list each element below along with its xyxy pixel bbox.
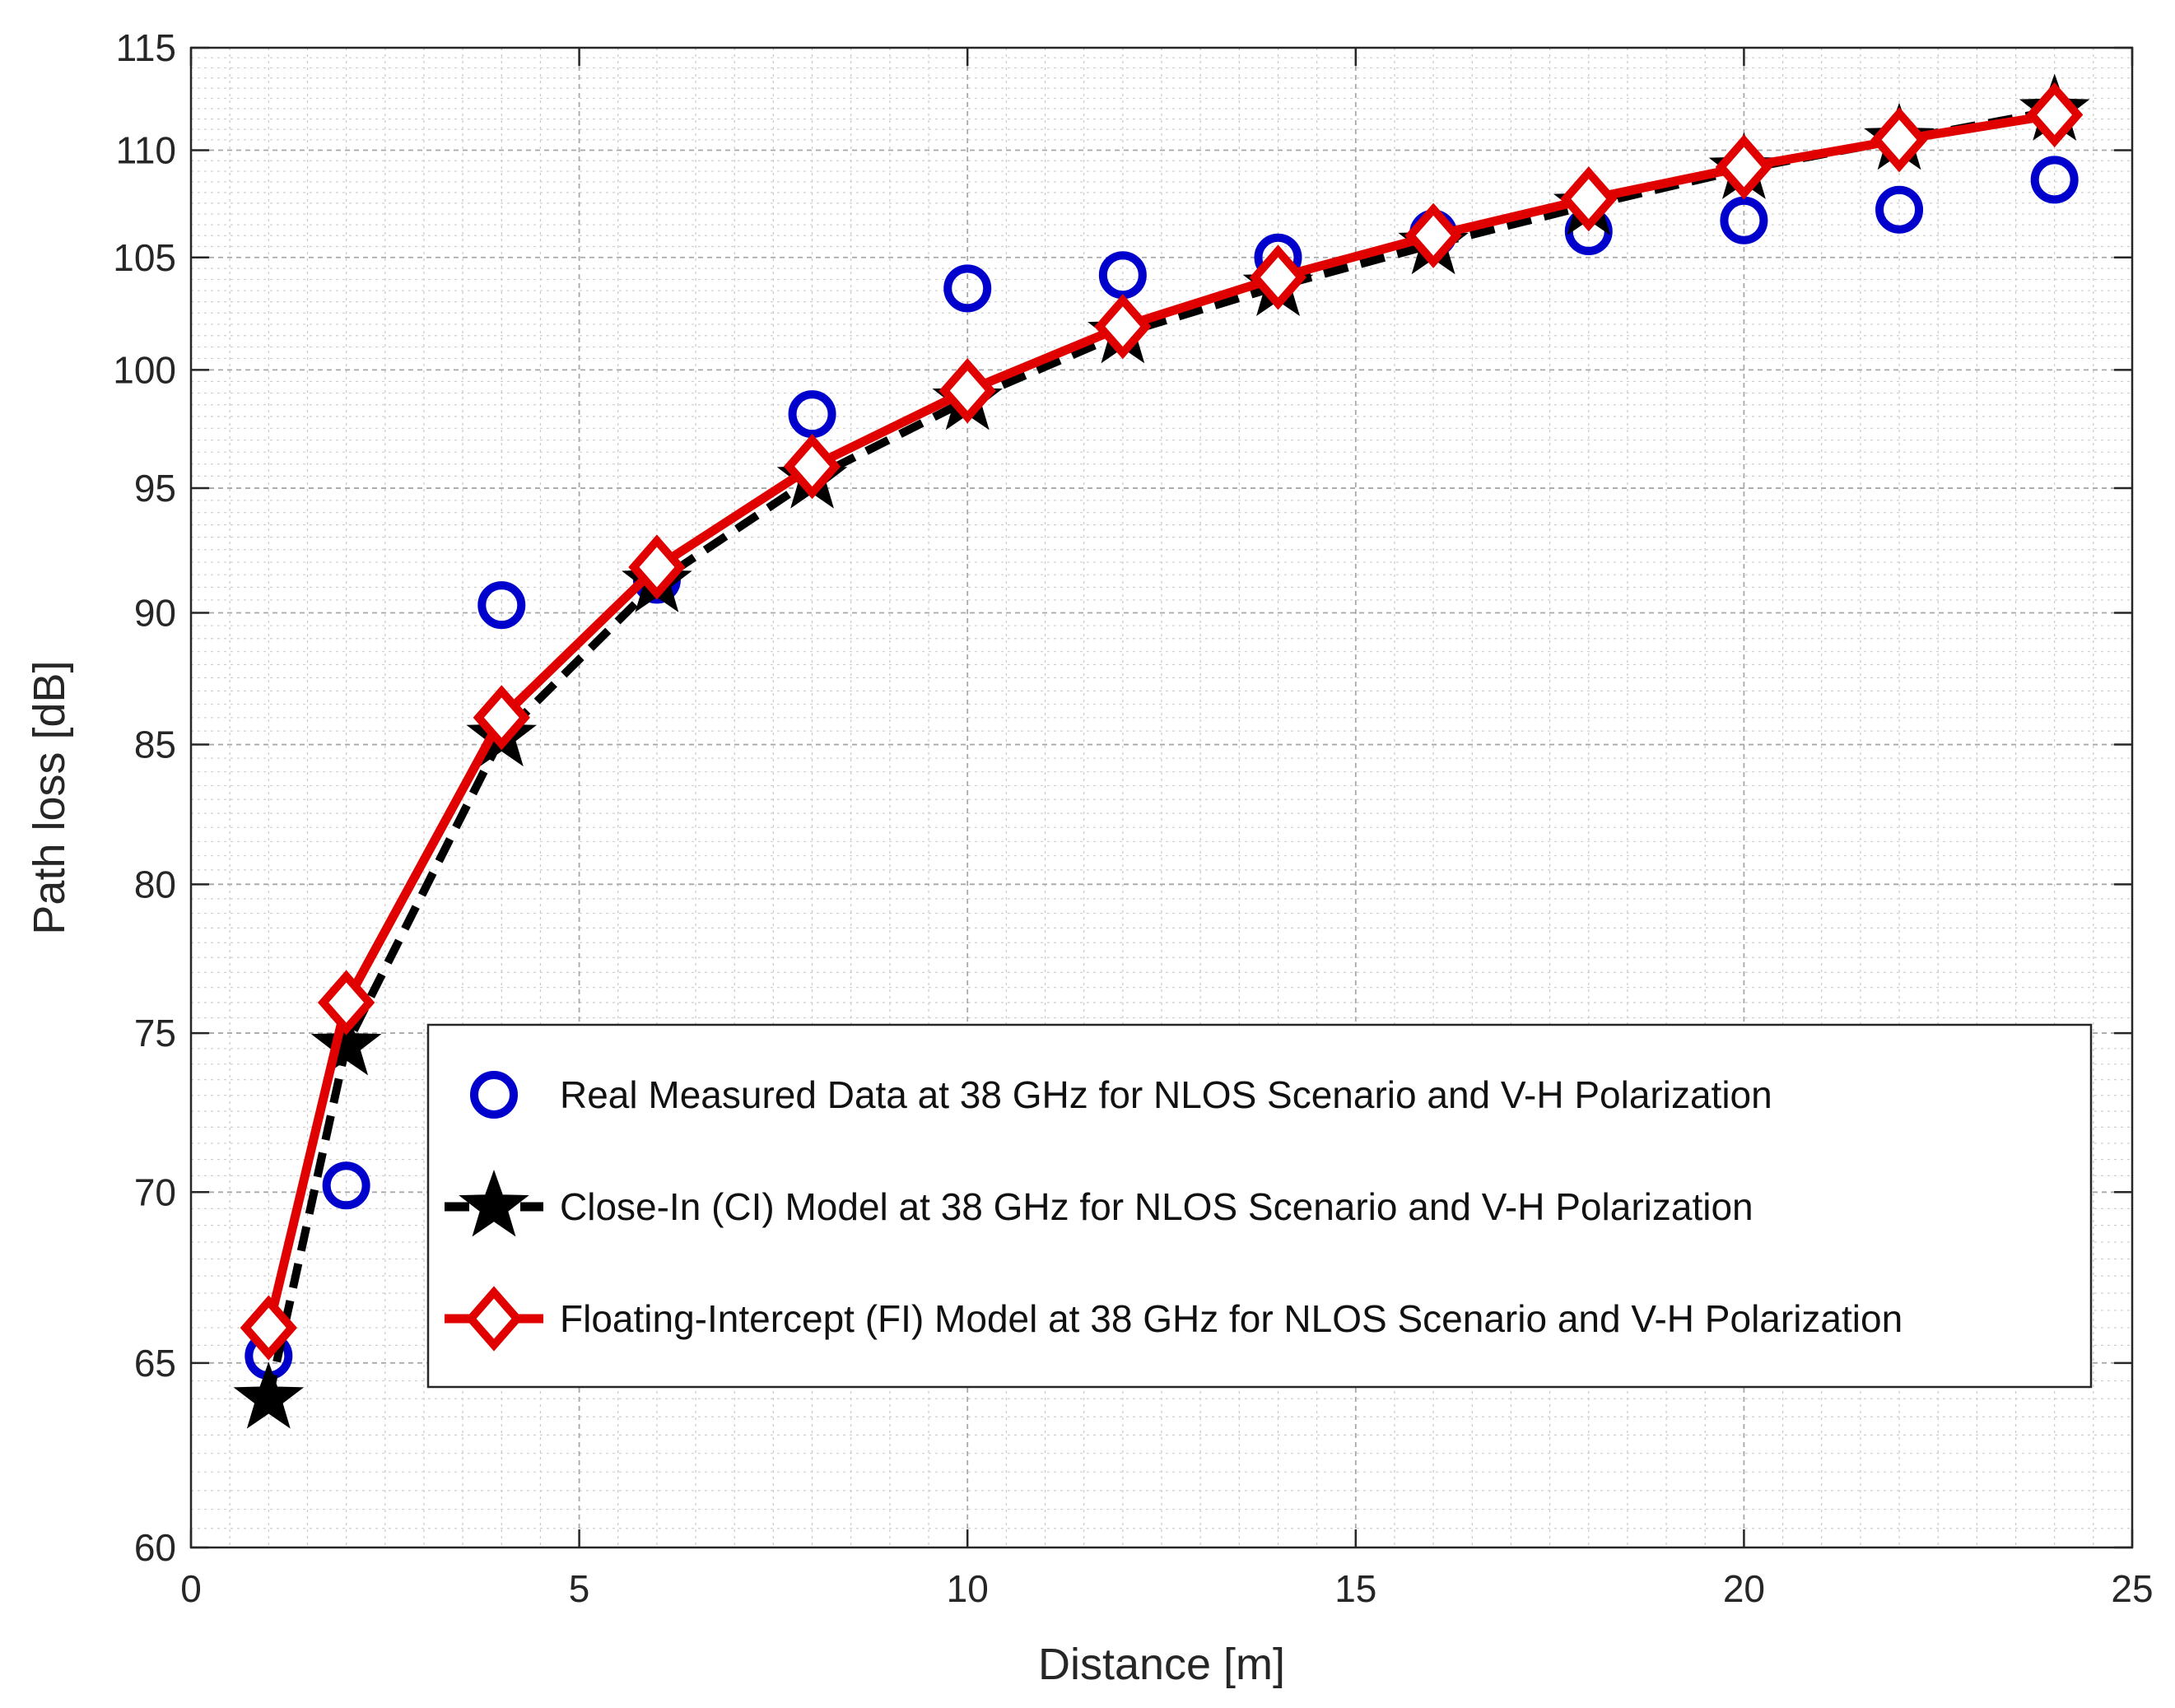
legend: Real Measured Data at 38 GHz for NLOS Sc… [426, 1023, 2093, 1389]
y-tick-label: 90 [134, 591, 176, 634]
axis-ticks [189, 46, 2134, 1549]
x-tick-label: 10 [947, 1567, 989, 1610]
data-point-circle [477, 581, 526, 630]
data-point-diamond [317, 970, 375, 1036]
data-point-diamond [473, 685, 530, 751]
x-tick-label: 5 [569, 1567, 590, 1610]
y-tick-label: 85 [134, 724, 176, 766]
y-tick-label: 95 [134, 467, 176, 510]
legend-label: Real Measured Data at 38 GHz for NLOS Sc… [560, 1073, 1772, 1116]
x-tick-label: 0 [180, 1567, 202, 1610]
data-point-diamond [1249, 244, 1307, 310]
legend-entry-diamond: Floating-Intercept (FI) Model at 38 GHz … [445, 1286, 1903, 1352]
y-tick-label: 70 [134, 1170, 176, 1213]
data-point-diamond [240, 1295, 297, 1361]
data-point-star [310, 1008, 382, 1076]
legend-entry-circle: Real Measured Data at 38 GHz for NLOS Sc… [470, 1071, 1772, 1119]
y-tick-label: 80 [134, 863, 176, 905]
y-tick-label: 110 [116, 128, 176, 171]
data-point-diamond [1094, 294, 1152, 360]
data-point-star [233, 1361, 305, 1429]
y-tick-label: 115 [116, 26, 176, 69]
legend-marker-diamond [465, 1286, 523, 1352]
legend-marker-circle [470, 1071, 518, 1119]
data-point-circle [1720, 196, 1768, 244]
data-point-diamond [1715, 134, 1773, 200]
y-tick-label: 100 [113, 348, 176, 391]
data-point-circle [1875, 185, 1924, 234]
data-point-diamond [1560, 166, 1618, 232]
data-point-circle [322, 1161, 370, 1210]
x-tick-label: 25 [2111, 1567, 2153, 1610]
tick-labels: 0 5 10 15 20 25 60 65 70 75 80 85 90 95 100 105 110 115 [113, 26, 2153, 1610]
y-tick-label: 75 [134, 1012, 176, 1054]
data-point-circle [2030, 156, 2079, 204]
legend-box [426, 1023, 2093, 1389]
x-tick-label: 15 [1334, 1567, 1376, 1610]
y-tick-label: 60 [134, 1526, 176, 1569]
data-point-diamond [628, 534, 686, 600]
legend-label: Floating-Intercept (FI) Model at 38 GHz … [560, 1297, 1903, 1340]
series-layer [233, 73, 2090, 1429]
data-point-diamond [2026, 81, 2084, 148]
legend-entry-star: Close-In (CI) Model at 38 GHz for NLOS S… [445, 1170, 1754, 1237]
plot-frame [189, 46, 2134, 1549]
data-point-diamond [783, 434, 841, 500]
x-axis-label: Distance [m] [1038, 1640, 1285, 1689]
legend-label: Close-In (CI) Model at 38 GHz for NLOS S… [560, 1185, 1754, 1228]
y-axis-label: Path loss [dB] [25, 660, 74, 934]
y-tick-label: 105 [113, 236, 176, 279]
data-point-diamond [938, 358, 996, 424]
series-diamond [240, 81, 2084, 1361]
data-point-circle [943, 264, 992, 313]
x-tick-label: 20 [1723, 1567, 1765, 1610]
data-point-diamond [1870, 107, 1928, 173]
data-point-diamond [1404, 202, 1462, 268]
legend-marker-star [459, 1170, 529, 1237]
y-tick-label: 65 [134, 1342, 176, 1385]
